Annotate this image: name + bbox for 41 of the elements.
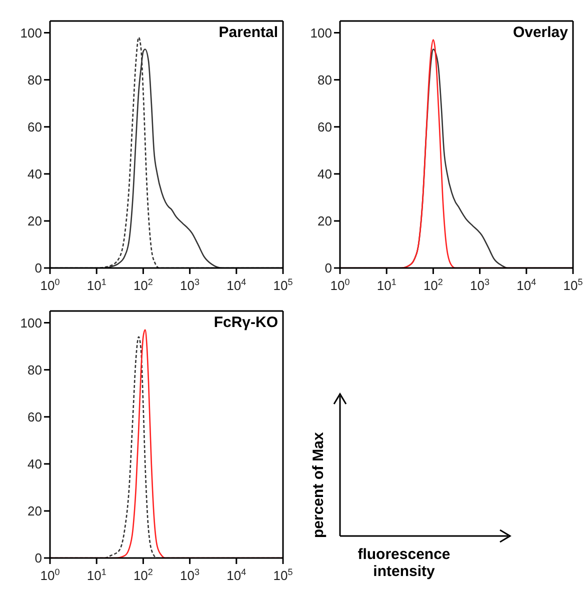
- y-tick-label: 20: [28, 504, 42, 519]
- x-tick-label: 10$^{0}$: [40, 277, 60, 293]
- y-tick-label: 40: [28, 456, 42, 472]
- x-tick-label: 10$^{2}$: [133, 567, 153, 583]
- chart-title: Overlay: [512, 24, 568, 41]
- chart-title: Parental: [218, 24, 278, 41]
- chart-title: FcRγ-KO: [214, 314, 278, 331]
- text: percent of Max: [310, 432, 327, 538]
- x-tick-label: 10$^{2}$: [423, 277, 443, 293]
- y-tick-label: 100: [20, 315, 42, 330]
- y-tick-label: 80: [318, 72, 332, 88]
- x-tick-label: 10$^{1}$: [86, 567, 106, 583]
- y-tick-label: 20: [28, 214, 42, 229]
- x-tick-label: 10$^{3}$: [470, 277, 490, 293]
- x-tick-label: 10$^{4}$: [226, 567, 246, 583]
- y-tick-label: 80: [28, 72, 42, 88]
- y-tick-label: 60: [318, 119, 332, 134]
- x-tick-label: 10$^{4}$: [516, 277, 536, 293]
- y-tick-label: 60: [28, 119, 42, 134]
- x-tick-label: 10$^{3}$: [180, 567, 200, 583]
- x-tick-label: 10$^{5}$: [273, 567, 293, 583]
- y-tick-label: 0: [34, 550, 42, 566]
- x-tick-label: 10$^{4}$: [226, 277, 246, 293]
- text: fluorescence intensity: [356, 546, 452, 580]
- y-tick-label: 60: [28, 409, 42, 424]
- y-tick-label: 20: [318, 214, 332, 229]
- y-tick-label: 100: [310, 25, 332, 40]
- x-tick-label: 10$^{0}$: [40, 567, 60, 583]
- x-tick-label: 10$^{5}$: [273, 277, 293, 293]
- y-tick-label: 0: [34, 260, 42, 276]
- x-tick-label: 10$^{1}$: [376, 277, 396, 293]
- x-tick-label: 10$^{2}$: [133, 277, 153, 293]
- x-tick-label: 10$^{1}$: [86, 277, 106, 293]
- y-tick-label: 0: [324, 260, 332, 276]
- y-tick-label: 100: [20, 25, 42, 40]
- x-tick-label: 10$^{5}$: [563, 277, 583, 293]
- y-tick-label: 40: [318, 166, 332, 182]
- y-tick-label: 40: [28, 166, 42, 182]
- x-tick-label: 10$^{0}$: [330, 277, 350, 293]
- x-tick-label: 10$^{3}$: [180, 277, 200, 293]
- y-tick-label: 80: [28, 362, 42, 378]
